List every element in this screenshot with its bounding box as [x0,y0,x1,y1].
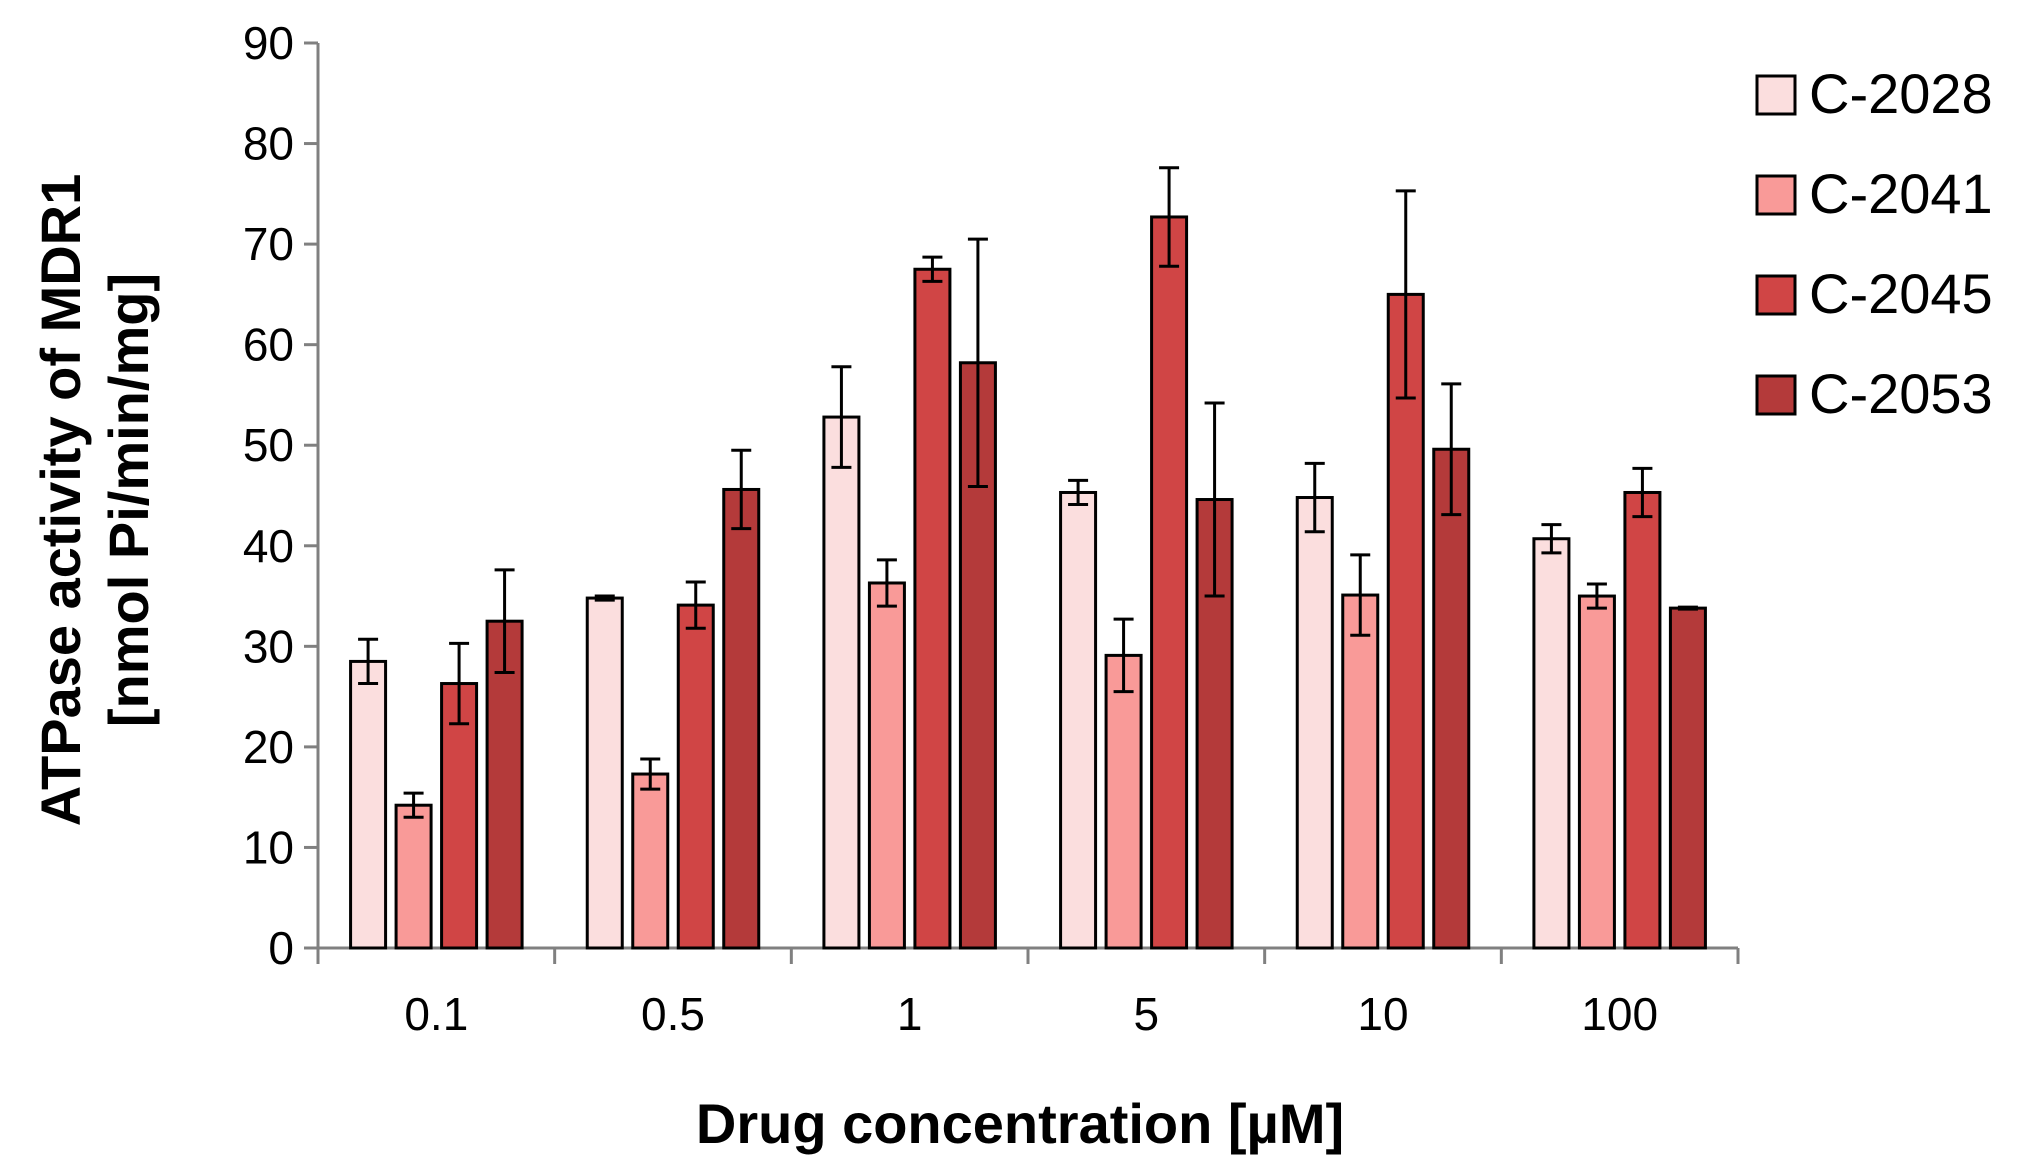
bar [349,659,388,950]
y-axis-title-line1: ATPase activity of MDR1 [29,174,92,826]
bar [485,619,524,950]
bar [1341,593,1380,950]
x-tick-label: 0.1 [404,988,468,1040]
bar [867,581,906,950]
bar [1532,537,1571,950]
bar [631,772,670,950]
bar [394,803,433,950]
bar [1668,606,1707,950]
bar [585,596,624,950]
bar [722,487,761,950]
x-tick-label: 5 [1134,988,1160,1040]
bar [1150,215,1189,950]
y-tick-label: 0 [268,922,294,974]
bar [1104,653,1143,950]
y-tick-label: 10 [243,821,294,873]
legend: C-2028 C-2041 C-2045 C-2053 [1755,62,1993,425]
bar [822,415,861,950]
legend-label: C-2053 [1809,362,1993,425]
y-tick-label: 90 [243,17,294,69]
x-axis-title: Drug concentration [µM] [696,1092,1344,1155]
legend-swatch [1755,374,1797,416]
bar [913,267,952,950]
bar [1432,447,1471,950]
x-tick-label: 10 [1357,988,1408,1040]
bar [1623,490,1662,950]
legend-label: C-2028 [1809,62,1993,125]
y-tick-label: 70 [243,218,294,270]
x-axis: 0.1 0.5 1 5 10 100 [316,946,1740,1040]
bar [1577,594,1616,950]
y-tick-label: 20 [243,721,294,773]
error-bars-group [358,166,1698,819]
bar [676,603,715,950]
y-tick-label: 50 [243,419,294,471]
legend-swatch [1755,274,1797,316]
legend-label: C-2041 [1809,162,1993,225]
x-tick-label: 100 [1581,988,1658,1040]
legend-swatch [1755,74,1797,116]
bar [1386,292,1425,950]
bars-group [349,215,1707,950]
y-tick-label: 80 [243,118,294,170]
y-axis-title-line2: [nmol Pi/min/mg] [97,273,160,727]
legend-swatch [1755,174,1797,216]
bar [1295,496,1334,950]
x-tick-label: 0.5 [641,988,705,1040]
y-tick-label: 40 [243,520,294,572]
x-tick-label: 1 [897,988,923,1040]
y-tick-label: 60 [243,319,294,371]
bar [1059,490,1098,950]
legend-label: C-2045 [1809,262,1993,325]
y-tick-label: 30 [243,620,294,672]
y-axis: 0 10 20 30 40 50 60 70 80 90 [243,17,320,974]
